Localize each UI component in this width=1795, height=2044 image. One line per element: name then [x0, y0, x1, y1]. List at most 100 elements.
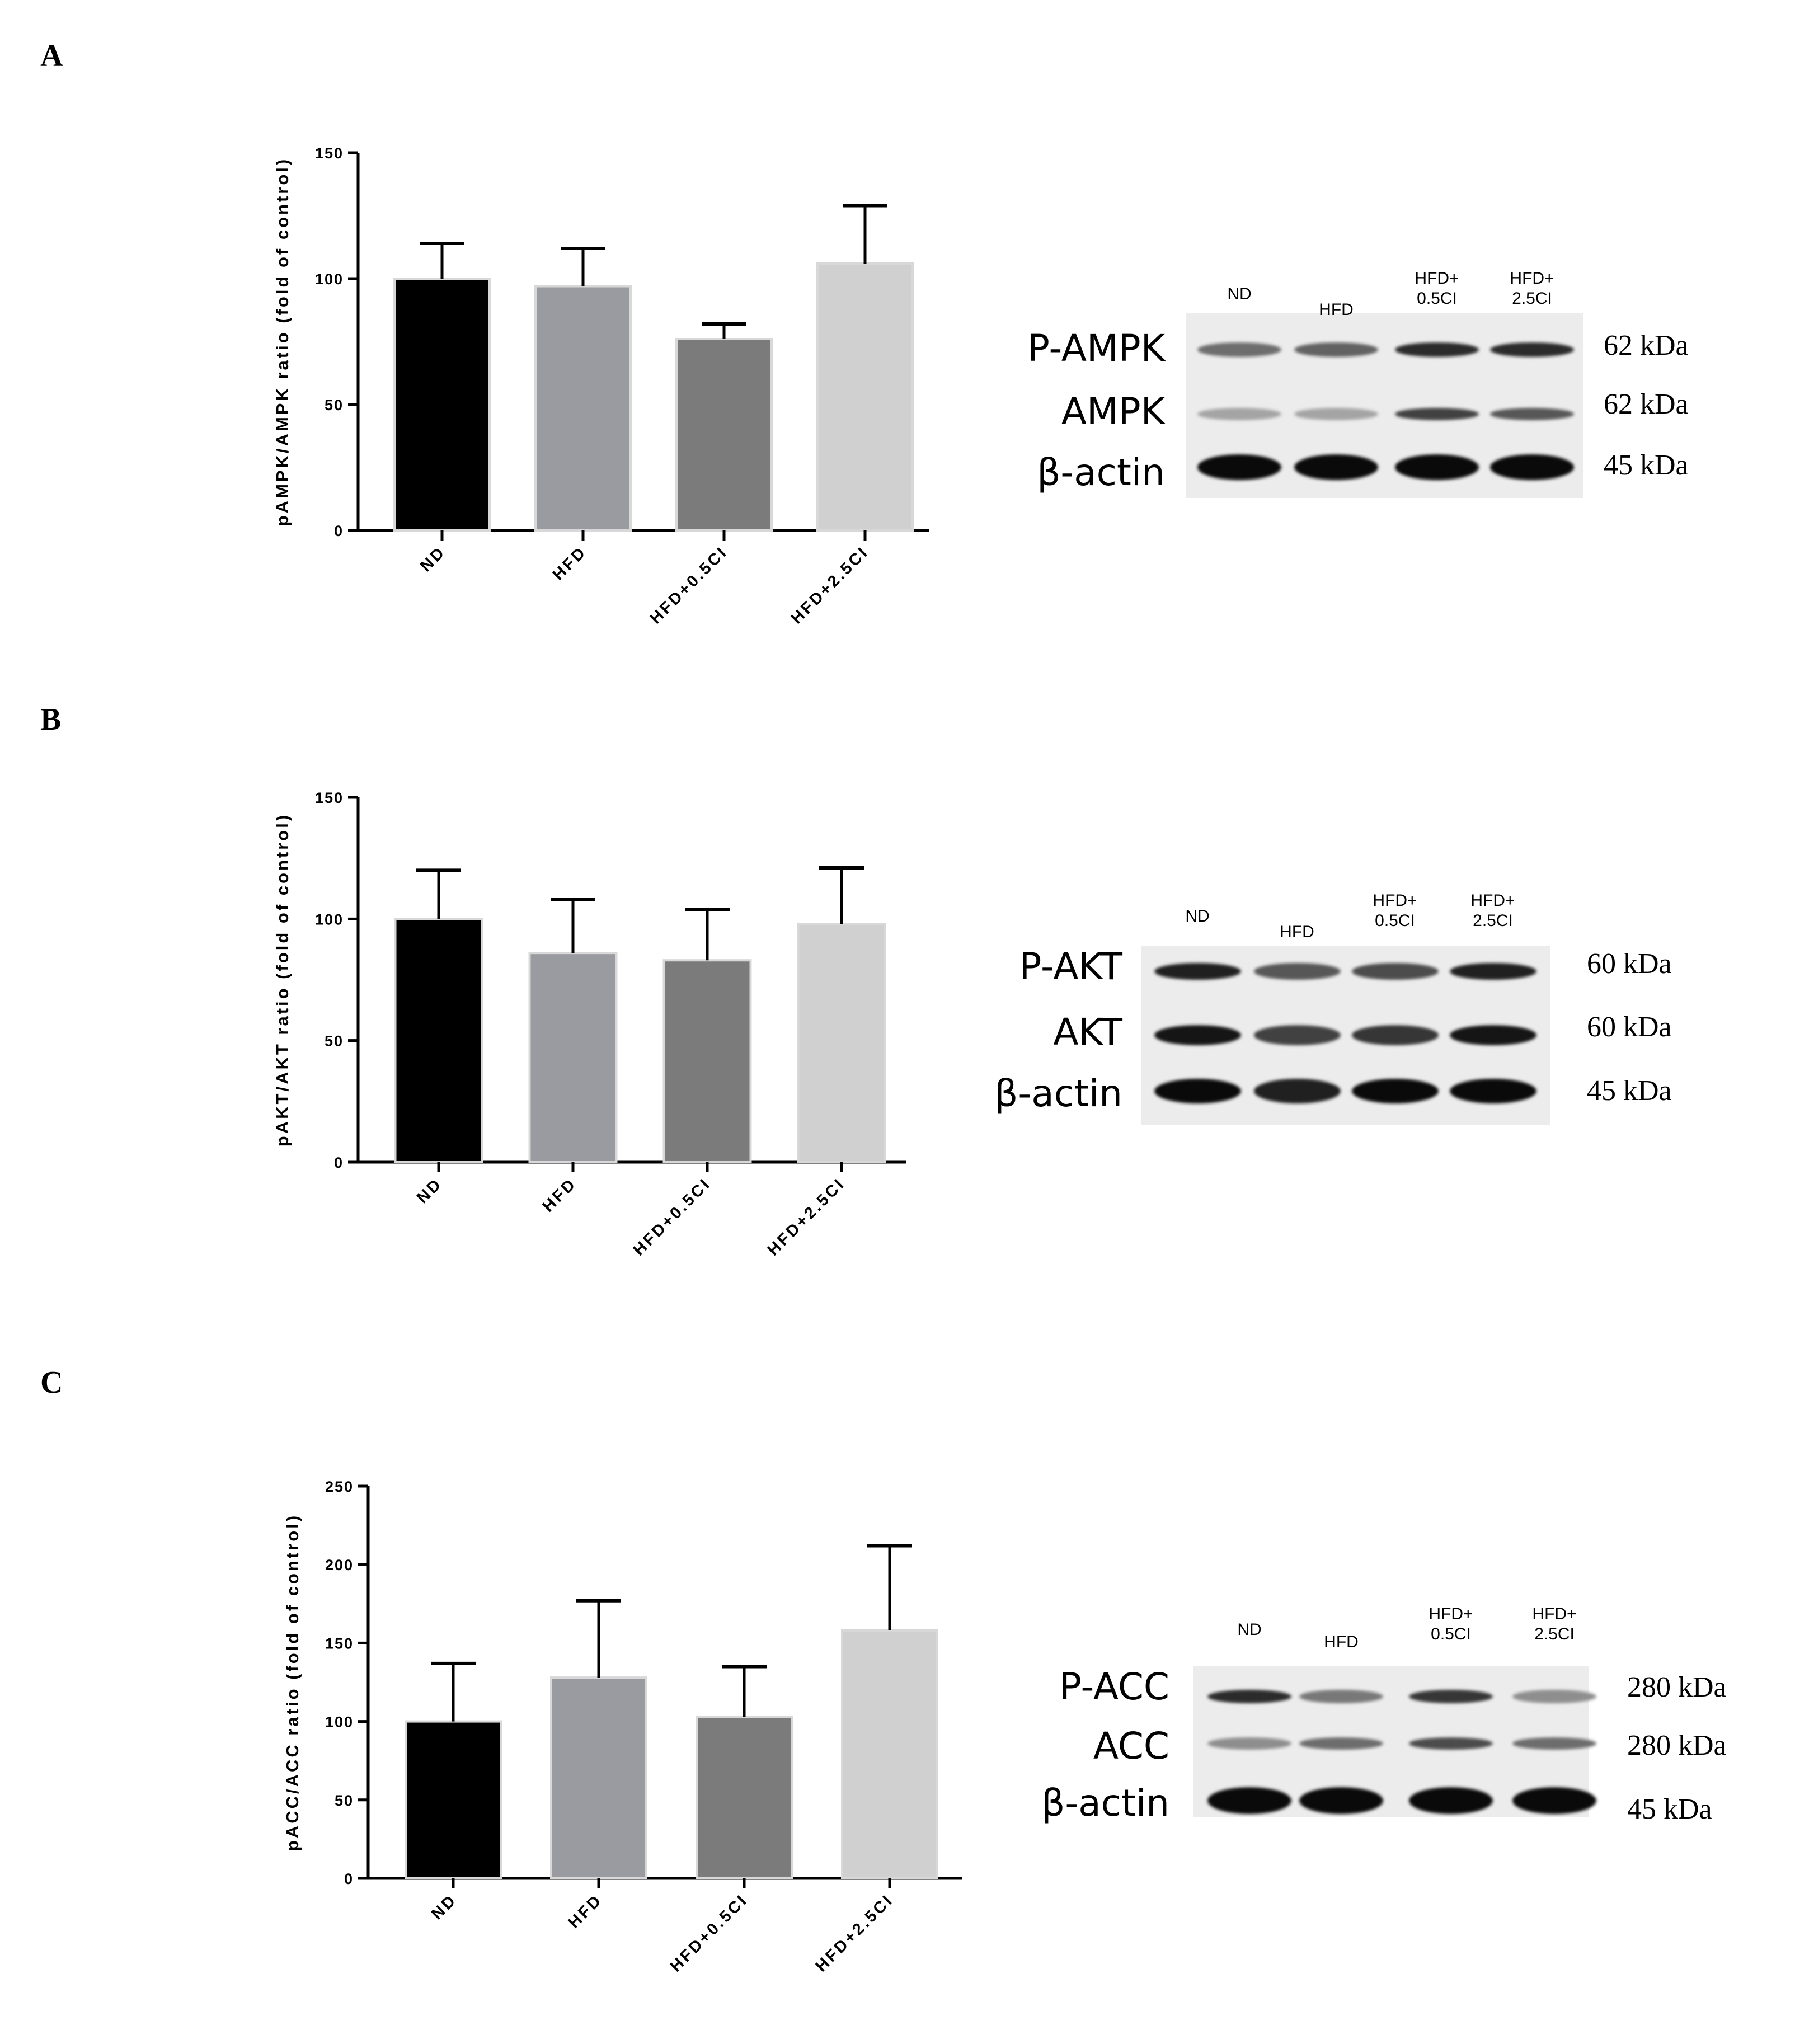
band-b-2-0	[1154, 1079, 1241, 1103]
y-tick-label-a-3: 150	[315, 145, 344, 162]
panel-label-a: A	[40, 39, 63, 73]
bar-b-0	[394, 918, 483, 1164]
band-c-0-2	[1409, 1690, 1493, 1703]
lane-label-line: 0.5CI	[1417, 289, 1457, 308]
x-tick-label-a-1: HFD	[549, 543, 590, 584]
kda-label-a-2: 45 kDa	[1604, 449, 1689, 481]
lane-label-line: 0.5CI	[1375, 911, 1415, 930]
lane-label-a-2: HFD+ 0.5CI	[1387, 269, 1487, 309]
band-b-2-1	[1253, 1079, 1341, 1103]
bar-b-1	[528, 952, 618, 1163]
band-c-1-1	[1299, 1737, 1383, 1750]
y-tick-label-c-3: 150	[325, 1635, 354, 1652]
x-tick-label-a-3: HFD+2.5CI	[788, 543, 872, 627]
lane-label-b-0: ND	[1147, 906, 1248, 927]
band-a-0-2	[1395, 342, 1479, 357]
band-a-1-1	[1294, 408, 1378, 420]
protein-label-c-1: ACC	[1093, 1725, 1169, 1768]
y-tick-label-c-1: 50	[335, 1792, 354, 1809]
x-tick-label-b-2: HFD+0.5CI	[630, 1174, 715, 1259]
y-tick-label-c-4: 200	[325, 1557, 354, 1573]
lane-label-line: HFD+	[1373, 891, 1417, 910]
band-a-1-2	[1395, 408, 1479, 420]
x-tick-label-b-1: HFD	[539, 1174, 580, 1215]
protein-label-a-2: β-actin	[1037, 451, 1165, 494]
bar-a-0	[393, 278, 491, 532]
lane-label-line: HFD+	[1532, 1605, 1577, 1623]
lane-label-line: HFD	[1319, 300, 1354, 319]
lane-label-line: 2.5CI	[1534, 1625, 1575, 1643]
band-b-1-3	[1449, 1025, 1536, 1045]
lane-label-a-3: HFD+ 2.5CI	[1482, 269, 1582, 309]
band-a-2-3	[1490, 454, 1574, 480]
y-tick-label-b-0: 0	[334, 1154, 344, 1171]
lane-label-b-2: HFD+ 0.5CI	[1345, 891, 1445, 931]
bar-a-1	[534, 285, 632, 532]
y-tick-label-b-1: 50	[325, 1033, 344, 1050]
kda-label-c-0: 280 kDa	[1627, 1671, 1727, 1703]
y-axis-label-a: pAMPK/AMPK ratio (fold of control)	[272, 157, 292, 527]
bar-c-0	[405, 1720, 502, 1880]
lane-label-c-0: ND	[1199, 1620, 1300, 1640]
lane-label-a-0: ND	[1189, 284, 1290, 304]
lane-label-line: HFD	[1280, 923, 1314, 941]
protein-label-a-0: P-AMPK	[1027, 327, 1165, 370]
band-c-0-1	[1299, 1690, 1383, 1703]
lane-label-line: HFD+	[1510, 269, 1554, 288]
band-a-0-3	[1490, 342, 1574, 357]
lane-label-line: ND	[1185, 907, 1210, 925]
bar-c-3	[841, 1629, 938, 1880]
panel-label-b: B	[40, 702, 62, 737]
lane-label-line: ND	[1227, 285, 1252, 303]
band-a-1-0	[1197, 408, 1281, 420]
kda-label-c-1: 280 kDa	[1627, 1730, 1727, 1761]
x-tick-label-b-3: HFD+2.5CI	[764, 1174, 849, 1259]
band-c-1-3	[1512, 1737, 1596, 1750]
band-b-2-3	[1449, 1079, 1536, 1103]
x-tick-label-a-0: ND	[417, 543, 449, 575]
lane-label-c-1: HFD	[1291, 1632, 1392, 1652]
bar-c-2	[696, 1716, 793, 1879]
x-tick-label-c-0: ND	[428, 1891, 461, 1923]
band-b-1-2	[1351, 1025, 1439, 1045]
band-b-1-1	[1253, 1025, 1341, 1045]
band-a-2-0	[1197, 454, 1281, 480]
kda-label-b-0: 60 kDa	[1587, 948, 1672, 980]
protein-label-b-2: β-actin	[994, 1072, 1122, 1115]
kda-label-a-0: 62 kDa	[1604, 330, 1689, 361]
y-tick-label-c-5: 250	[325, 1478, 354, 1495]
band-b-0-1	[1253, 963, 1341, 980]
y-tick-label-a-0: 0	[334, 523, 344, 539]
lane-label-c-3: HFD+ 2.5CI	[1504, 1604, 1605, 1644]
protein-label-a-1: AMPK	[1061, 390, 1165, 433]
band-c-1-2	[1409, 1737, 1493, 1750]
protein-label-c-2: β-actin	[1041, 1782, 1169, 1825]
y-tick-label-a-1: 50	[325, 397, 344, 414]
band-a-2-1	[1294, 454, 1378, 480]
band-b-0-3	[1449, 963, 1536, 980]
bar-a-3	[816, 262, 914, 532]
y-tick-label-c-2: 100	[325, 1714, 354, 1731]
band-a-0-1	[1294, 342, 1378, 357]
bar-b-2	[662, 959, 752, 1164]
band-a-2-2	[1395, 454, 1479, 480]
band-c-2-1	[1299, 1787, 1383, 1814]
band-a-1-3	[1490, 408, 1574, 420]
band-c-0-3	[1512, 1690, 1596, 1703]
bar-b-3	[797, 923, 886, 1163]
protein-label-b-1: AKT	[1053, 1011, 1122, 1054]
lane-label-line: HFD+	[1429, 1605, 1473, 1623]
lane-label-line: HFD+	[1470, 891, 1515, 910]
y-tick-label-b-3: 150	[315, 790, 344, 806]
protein-label-c-0: P-ACC	[1059, 1665, 1169, 1708]
lane-label-b-3: HFD+ 2.5CI	[1442, 891, 1543, 931]
x-tick-label-b-0: ND	[413, 1174, 446, 1207]
lane-label-b-1: HFD	[1247, 922, 1347, 942]
protein-label-b-0: P-AKT	[1019, 945, 1122, 988]
y-tick-label-a-2: 100	[315, 271, 344, 288]
band-b-0-2	[1351, 963, 1439, 980]
band-c-0-0	[1207, 1690, 1291, 1703]
lane-label-line: ND	[1237, 1620, 1262, 1639]
lane-label-c-2: HFD+ 0.5CI	[1401, 1604, 1501, 1644]
